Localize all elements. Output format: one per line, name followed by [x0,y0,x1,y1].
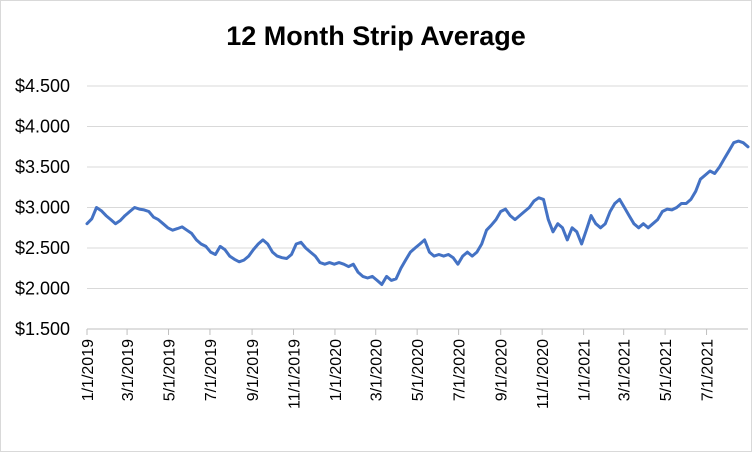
x-tick-label: 7/1/2019 [203,339,220,401]
x-tick-label: 1/1/2021 [577,339,594,401]
gridlines [87,85,748,330]
x-tick-label: 1/1/2019 [80,339,97,401]
chart-title: 12 Month Strip Average [226,21,526,51]
series-group [85,139,750,286]
y-tick-label: $2.000 [15,279,70,299]
x-tick-label: 11/1/2019 [287,339,304,409]
y-tick-label: $3.500 [15,157,70,177]
y-tick-label: $1.500 [15,319,70,339]
y-axis-ticks: $1.500 $2.000 $2.500 $3.000 $3.500 $4.000 $4.5… [15,76,70,339]
x-tick-label: 3/1/2021 [617,339,634,401]
x-tick-label: 5/1/2019 [162,339,179,401]
y-tick-label: $2.500 [15,238,70,258]
x-tick-label: 3/1/2020 [369,339,386,401]
x-axis-ticks: 1/1/2019 3/1/2019 5/1/2019 7/1/2019 9/1/2019… [80,329,717,409]
x-tick-label: 11/1/2020 [535,339,552,409]
x-tick-label: 1/1/2020 [328,339,345,401]
x-tick-label: 9/1/2019 [245,339,262,401]
x-tick-label: 7/1/2021 [700,339,717,401]
y-tick-label: $3.000 [15,198,70,218]
x-tick-label: 9/1/2020 [494,339,511,401]
x-tick-label: 5/1/2021 [658,339,675,401]
series-line [85,139,750,286]
x-tick-label: 3/1/2019 [120,339,137,401]
x-tick-label: 7/1/2020 [452,339,469,401]
y-tick-label: $4.000 [15,117,70,137]
x-tick-label: 5/1/2020 [410,339,427,401]
y-tick-label: $4.500 [15,76,70,96]
